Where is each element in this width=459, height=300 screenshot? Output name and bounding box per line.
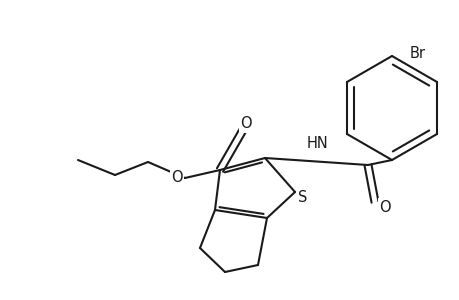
Text: S: S — [298, 190, 307, 205]
Text: O: O — [171, 170, 182, 185]
Text: O: O — [240, 116, 251, 131]
Text: HN: HN — [307, 136, 328, 152]
Text: Br: Br — [409, 46, 425, 62]
Text: O: O — [378, 200, 390, 214]
